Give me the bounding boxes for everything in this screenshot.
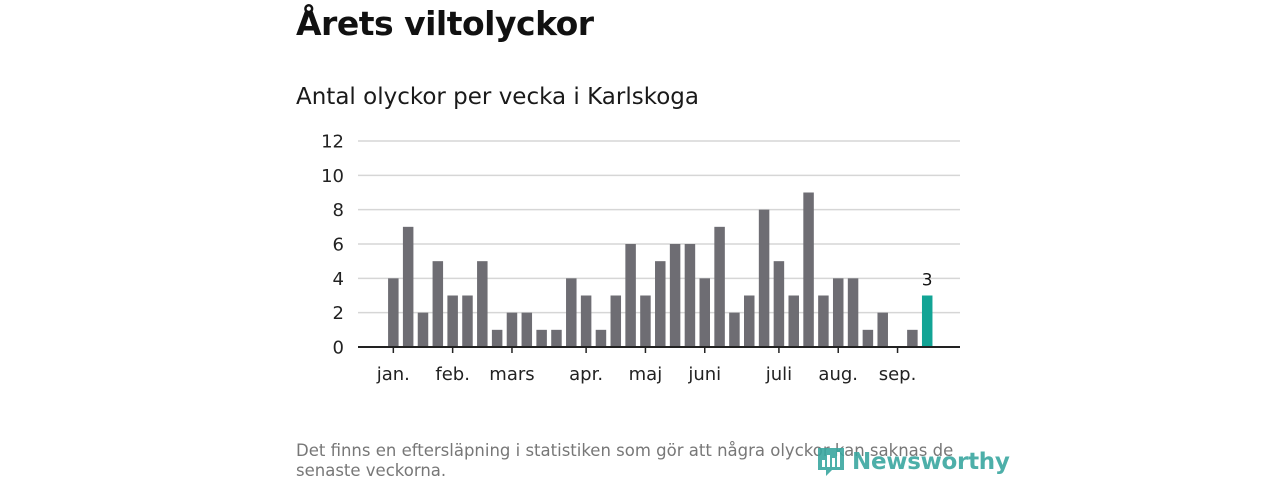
bar	[388, 278, 399, 347]
x-tick-label: aug.	[818, 364, 858, 385]
newsworthy-bar-icon	[818, 448, 844, 476]
bar	[773, 261, 785, 347]
x-tick-label: juli	[765, 364, 792, 385]
bar	[669, 244, 681, 347]
bar	[536, 329, 547, 347]
bar	[462, 295, 473, 347]
bar	[907, 329, 918, 347]
bar	[506, 312, 518, 347]
y-tick-label: 4	[333, 269, 344, 290]
bar-chart: 0 2 4 6 8 10 12 jan. feb. mars apr. maj juni juli aug…	[321, 132, 960, 385]
bar	[818, 295, 829, 347]
bar	[847, 278, 859, 347]
bar	[625, 244, 636, 347]
bar	[610, 295, 622, 347]
bar	[788, 295, 799, 347]
bar	[729, 312, 740, 347]
bar	[447, 295, 458, 347]
bar	[699, 278, 711, 347]
y-tick-label: 10	[321, 166, 344, 187]
bar	[803, 192, 814, 347]
bar	[417, 312, 429, 347]
newsworthy-logo: Newsworthy	[816, 446, 1010, 478]
logo-text: Newsworthy	[852, 449, 1010, 475]
y-tick-label: 8	[333, 200, 344, 221]
grid-lines	[358, 140, 960, 314]
x-tick-label: apr.	[569, 364, 603, 385]
bar	[862, 329, 874, 347]
x-tick-label: maj	[629, 364, 663, 385]
bar	[491, 329, 503, 347]
bar	[877, 312, 888, 347]
x-tick-label: mars	[489, 364, 534, 385]
bar	[640, 295, 651, 347]
bar	[432, 261, 444, 347]
y-tick-label: 12	[321, 132, 344, 153]
footnote: Det finns en eftersläpning i statistiken…	[296, 441, 954, 480]
bar	[580, 295, 592, 347]
bar	[744, 295, 755, 347]
bar-highlight	[921, 295, 933, 347]
chart-subtitle: Antal olyckor per vecka i Karlskoga	[296, 84, 699, 110]
bars	[388, 192, 933, 347]
y-tick-label: 6	[333, 235, 344, 256]
bar	[566, 278, 577, 347]
x-tick-label: juni	[687, 364, 721, 385]
data-label: 3	[922, 271, 933, 291]
bar	[477, 261, 488, 347]
x-tick-label: feb.	[435, 364, 470, 385]
x-axis-ticks: jan. feb. mars apr. maj juni juli aug. sep.	[376, 347, 917, 385]
value-labels: 3	[922, 271, 933, 291]
bar	[684, 244, 696, 347]
x-tick-label: jan.	[376, 364, 410, 385]
bar	[655, 261, 666, 347]
y-tick-label: 0	[333, 338, 344, 359]
x-tick-label: sep.	[879, 364, 917, 385]
bar	[832, 278, 844, 347]
bar	[551, 329, 562, 347]
bar	[521, 312, 533, 347]
bar	[595, 329, 607, 347]
chart-title: Årets viltolyckor	[296, 4, 594, 43]
bar	[714, 226, 725, 347]
bar	[758, 209, 770, 347]
bar	[402, 226, 414, 347]
y-tick-label: 2	[333, 303, 344, 324]
y-axis-ticks: 0 2 4 6 8 10 12	[321, 132, 344, 359]
